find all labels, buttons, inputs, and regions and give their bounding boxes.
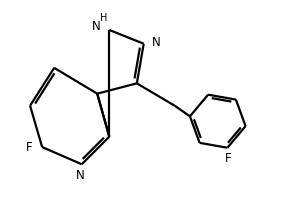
- Text: N: N: [92, 20, 101, 33]
- Text: F: F: [26, 141, 32, 154]
- Text: N: N: [151, 36, 160, 48]
- Text: F: F: [225, 152, 231, 165]
- Text: N: N: [76, 169, 84, 182]
- Text: H: H: [101, 13, 108, 23]
